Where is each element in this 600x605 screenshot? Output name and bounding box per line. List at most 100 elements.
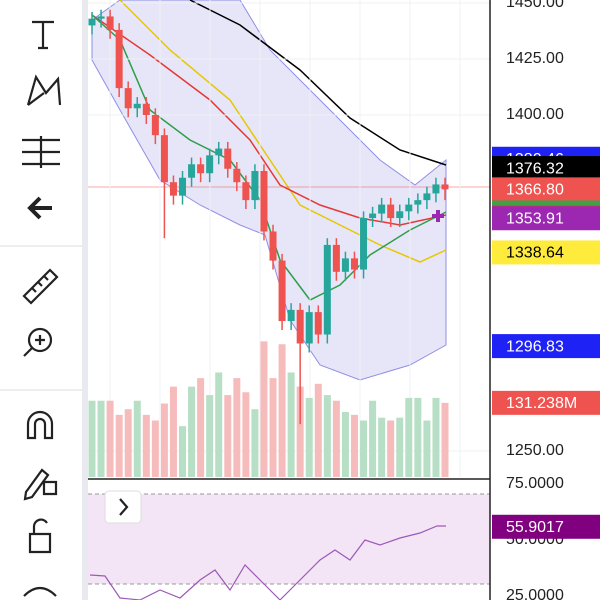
volume-badge-label: 131.238M bbox=[506, 395, 577, 412]
magnet-tool[interactable] bbox=[26, 410, 54, 440]
volume-bar bbox=[360, 420, 368, 477]
candle-body bbox=[432, 184, 440, 194]
candle-body bbox=[314, 312, 322, 335]
price-tick-label: 1400.00 bbox=[506, 106, 564, 123]
volume-bar bbox=[296, 386, 304, 477]
rsi-badge bbox=[492, 514, 600, 539]
candle-body bbox=[115, 29, 123, 89]
volume-bar bbox=[188, 386, 196, 477]
eye-tool[interactable] bbox=[23, 586, 57, 597]
candle-body bbox=[287, 309, 295, 322]
volume-bar bbox=[387, 420, 395, 477]
volume-bar bbox=[206, 395, 214, 477]
candle-body bbox=[242, 182, 250, 201]
volume-bar bbox=[142, 414, 150, 477]
price-badge-label: 1353.91 bbox=[506, 210, 564, 227]
zoom-tool[interactable] bbox=[27, 327, 53, 353]
rsi-badge-label: 55.9017 bbox=[506, 519, 564, 536]
crosshair-marker bbox=[432, 210, 444, 222]
candle-body bbox=[360, 218, 368, 270]
toolbar bbox=[0, 20, 82, 597]
candle-body bbox=[215, 148, 223, 156]
candle-body bbox=[169, 182, 177, 196]
candle-body bbox=[97, 16, 105, 19]
rsi-tick-label: 75.0000 bbox=[506, 475, 564, 492]
rsi-zone bbox=[88, 494, 490, 584]
volume-bar bbox=[269, 378, 277, 477]
volume-bar bbox=[369, 400, 377, 477]
price-badge bbox=[492, 334, 600, 359]
price-pane bbox=[88, 0, 490, 477]
bollinger-band bbox=[91, 0, 447, 381]
pattern-tool[interactable] bbox=[26, 74, 62, 106]
volume-bar bbox=[97, 400, 105, 477]
volume-bar bbox=[323, 395, 331, 477]
candle-body bbox=[369, 213, 377, 219]
price-badge bbox=[492, 240, 600, 265]
candle-body bbox=[423, 193, 431, 201]
volume-bar bbox=[441, 402, 449, 477]
candle-body bbox=[142, 103, 150, 115]
candle-body bbox=[88, 18, 96, 26]
candle-body bbox=[378, 204, 386, 214]
price-scale bbox=[490, 0, 600, 600]
fib-tool[interactable] bbox=[22, 136, 60, 168]
candle-body bbox=[441, 184, 449, 190]
candle-body bbox=[151, 115, 159, 136]
candle-body bbox=[133, 103, 141, 109]
moving-average-50 bbox=[119, 0, 447, 263]
volume-bar bbox=[341, 412, 349, 477]
moving-average-200 bbox=[189, 0, 447, 166]
lock-drawing-tool[interactable] bbox=[23, 468, 58, 501]
rsi-line bbox=[89, 525, 446, 601]
volume-bar bbox=[88, 400, 96, 477]
price-tick-label: 1250.00 bbox=[506, 442, 564, 459]
back-tool[interactable] bbox=[27, 196, 52, 220]
volume-bar bbox=[124, 409, 132, 477]
volume-bar bbox=[251, 409, 259, 477]
candle-body bbox=[341, 258, 349, 272]
candle-body bbox=[396, 211, 404, 219]
volume-bar bbox=[179, 426, 187, 477]
candle-body bbox=[197, 164, 205, 174]
price-tick-label: 1450.00 bbox=[506, 0, 564, 11]
unlock-tool[interactable] bbox=[28, 518, 52, 554]
volume-bar bbox=[332, 400, 340, 477]
volume-bar bbox=[350, 414, 358, 477]
price-badge bbox=[492, 177, 600, 202]
volume-bar bbox=[305, 397, 313, 477]
candle-body bbox=[332, 244, 340, 272]
text-tool[interactable] bbox=[32, 20, 54, 50]
volume-bar bbox=[423, 420, 431, 477]
candle-body bbox=[260, 171, 268, 232]
candle-body bbox=[233, 168, 241, 183]
volume-bar bbox=[215, 372, 223, 477]
candle-body bbox=[251, 171, 259, 201]
volume-bar bbox=[260, 341, 268, 477]
toolbar-edge bbox=[82, 0, 88, 600]
candle-body bbox=[160, 135, 168, 183]
collapse-button[interactable] bbox=[104, 490, 142, 524]
ruler-tool[interactable] bbox=[22, 268, 59, 305]
volume-badge bbox=[492, 390, 600, 415]
candle-body bbox=[188, 164, 196, 178]
rsi-tick-label: 25.0000 bbox=[506, 587, 564, 600]
volume-bar bbox=[160, 403, 168, 477]
candle-body bbox=[305, 312, 313, 344]
volume-bar bbox=[197, 378, 205, 477]
candle-body bbox=[106, 16, 114, 30]
volume-bar bbox=[233, 378, 241, 477]
volume-bar bbox=[432, 397, 440, 477]
rsi-pane bbox=[88, 478, 490, 601]
volume-bar bbox=[169, 386, 177, 477]
volume-bar bbox=[314, 383, 322, 477]
candle-body bbox=[296, 309, 304, 344]
candle-body bbox=[206, 155, 214, 174]
candle-body bbox=[405, 204, 413, 212]
candle-body bbox=[124, 88, 132, 109]
price-badge bbox=[492, 156, 600, 181]
candle-body bbox=[350, 258, 358, 270]
price-badge-label: 1366.80 bbox=[506, 182, 564, 199]
volume-bar bbox=[106, 400, 114, 477]
